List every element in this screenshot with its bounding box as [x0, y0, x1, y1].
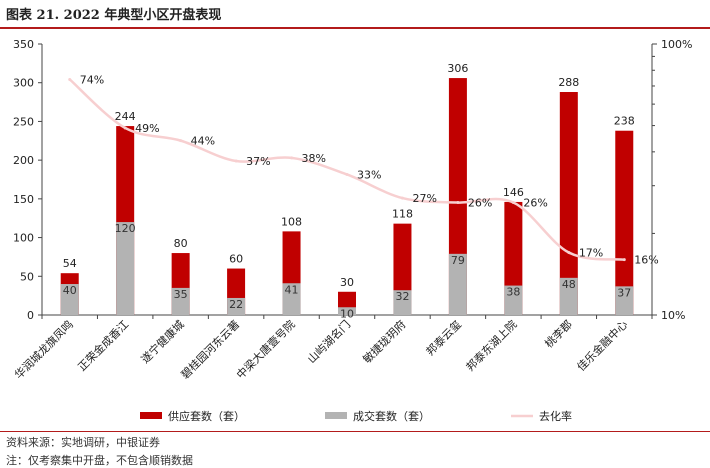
- supply-value-label: 30: [340, 276, 354, 289]
- rate-value-label: 38%: [302, 152, 326, 165]
- footer-divider: [0, 431, 710, 432]
- y-left-tick-label: 50: [20, 270, 34, 283]
- deal-value-label: 37: [617, 286, 631, 299]
- category-label: 遂宁健康城: [138, 317, 187, 366]
- supply-value-label: 54: [63, 257, 77, 270]
- deal-bar: [116, 222, 135, 315]
- category-label: 华润城龙旗凤鸣: [12, 317, 76, 381]
- supply-deal-chart: 0 50 100 150 200 250 300 350 100% 10% 54 40 244 120 8…: [12, 38, 693, 423]
- rate-value-label: 37%: [246, 155, 270, 168]
- y-left-tick-label: 200: [13, 154, 34, 167]
- chart-legend: 供应套数（套） 成交套数（套） 去化率: [140, 409, 572, 423]
- supply-value-label: 288: [558, 76, 579, 89]
- rate-value-label: 17%: [579, 247, 603, 260]
- deal-value-label: 79: [451, 254, 465, 267]
- title-divider: [0, 27, 710, 29]
- chart-data-labels: 54 40 244 120 80 35 60 22 108 41 30 10 118 32 306 79 146…: [63, 62, 659, 320]
- rate-point: [123, 126, 127, 130]
- footnote: 注：仅考察集中开盘，不包含顺销数据: [6, 454, 193, 467]
- deal-value-label: 32: [395, 290, 409, 303]
- deal-bar: [227, 297, 246, 315]
- rate-point: [456, 201, 460, 205]
- y-left-tick-label: 300: [13, 77, 34, 90]
- rate-value-label: 74%: [80, 73, 104, 86]
- rate-point: [179, 139, 183, 143]
- y-left-tick-label: 0: [27, 309, 34, 322]
- rate-value-label: 33%: [357, 168, 381, 181]
- supply-value-label: 80: [174, 237, 188, 250]
- deal-bar: [171, 287, 190, 315]
- deal-value-label: 41: [285, 283, 299, 296]
- supply-value-label: 146: [503, 186, 524, 199]
- chart-rate-line: [68, 77, 626, 262]
- rate-point: [511, 201, 515, 205]
- category-label: 邦泰东湖上院: [463, 317, 520, 374]
- category-label: 碧桂园河东云著: [178, 317, 242, 381]
- rate-point: [290, 156, 294, 160]
- rate-value-label: 49%: [135, 122, 159, 135]
- y-left-tick-label: 100: [13, 232, 34, 245]
- deal-bar: [559, 277, 578, 315]
- category-label: 邦泰云玺: [423, 317, 464, 358]
- supply-value-label: 238: [614, 115, 635, 128]
- deal-bar: [504, 285, 523, 315]
- y-left-tick-label: 250: [13, 115, 34, 128]
- legend-label: 供应套数（套）: [168, 409, 245, 423]
- category-label: 佳乐金融中心: [574, 317, 631, 374]
- supply-value-label: 306: [447, 62, 468, 75]
- deal-value-label: 48: [562, 278, 576, 291]
- y-left-tick-label: 150: [13, 193, 34, 206]
- legend-swatch: [325, 412, 347, 419]
- rate-value-label: 44%: [191, 135, 215, 148]
- y-right-tick-label: 10%: [661, 309, 685, 322]
- rate-value-label: 27%: [412, 192, 436, 205]
- rate-point: [68, 77, 72, 81]
- supply-value-label: 244: [115, 110, 136, 123]
- deal-bar: [393, 290, 412, 315]
- supply-value-label: 108: [281, 215, 302, 228]
- deal-bar: [615, 286, 634, 315]
- category-label: 桃李郡: [542, 317, 575, 350]
- legend-swatch: [140, 412, 162, 419]
- deal-value-label: 35: [174, 288, 188, 301]
- page-title: 图表 21. 2022 年典型小区开盘表现: [6, 8, 222, 23]
- category-label: 正荣金成香江: [75, 317, 132, 374]
- supply-bar: [615, 130, 634, 315]
- deal-value-label: 120: [115, 222, 136, 235]
- category-label: 敏捷珑玥府: [360, 317, 409, 366]
- deal-bar: [448, 253, 467, 315]
- rate-point: [622, 258, 626, 262]
- deal-value-label: 40: [63, 284, 77, 297]
- deal-value-label: 10: [340, 307, 354, 320]
- source-note: 资料来源：实地调研，中银证券: [6, 436, 160, 449]
- legend-label: 去化率: [539, 409, 572, 423]
- supply-value-label: 60: [229, 253, 243, 266]
- deal-value-label: 38: [506, 286, 520, 299]
- y-left-tick-label: 350: [13, 38, 34, 51]
- rate-point: [345, 172, 349, 176]
- rate-point: [567, 251, 571, 255]
- deal-bar: [282, 283, 301, 315]
- rate-value-label: 26%: [523, 197, 547, 210]
- supply-value-label: 118: [392, 208, 413, 221]
- rate-point: [400, 196, 404, 200]
- deal-value-label: 22: [229, 298, 243, 311]
- supply-bar: [559, 92, 578, 316]
- deal-bar: [338, 307, 356, 315]
- deal-bar: [60, 284, 79, 315]
- rate-value-label: 26%: [468, 197, 492, 210]
- rate-line: [68, 78, 625, 261]
- category-label: 中梁大唐壹号院: [233, 317, 297, 381]
- legend-label: 成交套数（套）: [353, 409, 430, 423]
- category-label: 山屿湖名门: [304, 317, 353, 366]
- rate-point: [234, 159, 238, 163]
- chart-bars: [60, 78, 634, 316]
- y-right-tick-label: 100%: [661, 38, 692, 51]
- rate-value-label: 16%: [634, 254, 658, 267]
